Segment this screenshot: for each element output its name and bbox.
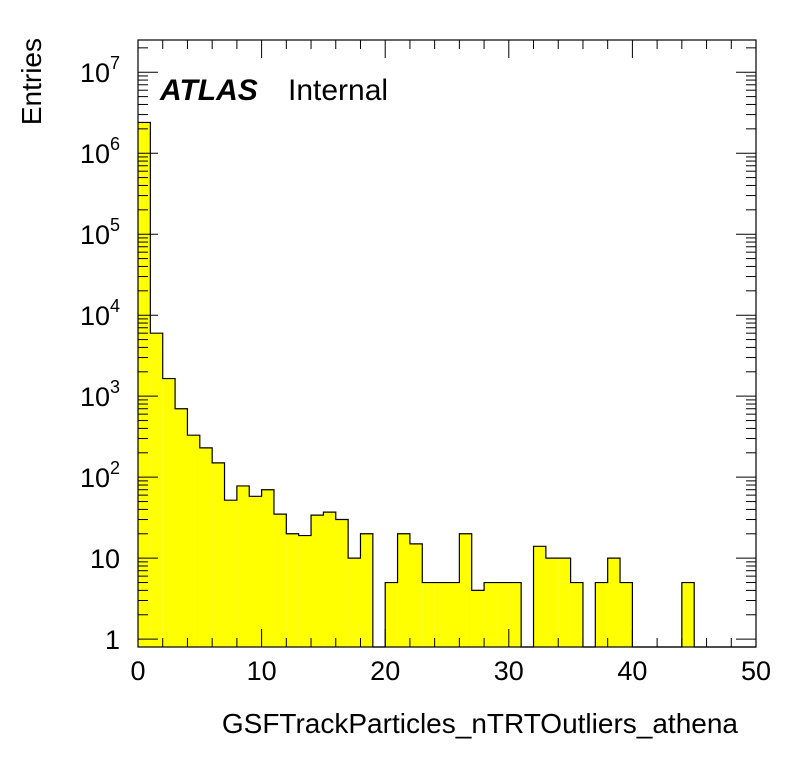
histogram-bar [175, 408, 188, 647]
histogram-bar [360, 533, 373, 647]
x-tick-label: 10 [247, 656, 277, 686]
histogram-bar [138, 122, 151, 647]
y-tick-label: 10 [90, 544, 120, 574]
y-tick-label: 103 [80, 377, 120, 412]
histogram-bar [286, 533, 299, 647]
internal-label: Internal [288, 74, 388, 107]
histogram-bar [434, 582, 447, 647]
histogram-bar [681, 582, 695, 647]
histogram-bar [558, 558, 571, 647]
histogram-bar [422, 582, 435, 647]
histogram-bar [249, 496, 262, 647]
y-tick-label: 106 [80, 134, 120, 169]
histogram-bars [138, 122, 695, 647]
histogram-bar [385, 582, 398, 647]
y-tick-label: 102 [80, 458, 120, 493]
histogram-bar [162, 378, 176, 647]
histogram-bar [471, 590, 485, 647]
histogram-bar [620, 582, 633, 647]
x-axis-ticks [137, 40, 757, 647]
histogram-bar [323, 512, 336, 647]
histogram-bar [199, 447, 213, 647]
histogram-bar [298, 535, 312, 647]
histogram-bar [484, 582, 497, 647]
y-tick-label: 1 [105, 625, 120, 655]
y-axis-tick-labels: 1 10 102 103 104 105 106 107 [80, 53, 120, 655]
x-axis-tick-labels: 0 10 20 30 40 50 [130, 656, 771, 686]
histogram-bar [224, 500, 237, 647]
histogram-bar [447, 582, 460, 647]
histogram-bar [212, 462, 225, 647]
histogram-bar [236, 485, 250, 647]
plot-frame [137, 39, 757, 648]
histogram-bar [496, 582, 509, 647]
y-axis-label: Entries [16, 38, 47, 125]
histogram-bar [595, 582, 608, 647]
y-tick-label: 104 [80, 296, 120, 331]
x-tick-label: 20 [370, 656, 400, 686]
y-tick-label: 107 [80, 53, 120, 88]
histogram-bar [187, 435, 200, 647]
histogram-bar [607, 558, 621, 647]
y-tick-label: 105 [80, 215, 120, 250]
histogram-bar [459, 533, 472, 647]
histogram-bar [545, 558, 559, 647]
x-tick-label: 30 [494, 656, 524, 686]
histogram-outline [138, 121, 756, 648]
histogram-bar [397, 533, 410, 647]
histogram-bar [508, 582, 522, 647]
x-tick-label: 50 [741, 656, 771, 686]
histogram-bar [261, 489, 274, 647]
histogram-bar [335, 519, 349, 647]
histogram-bar [533, 546, 546, 647]
histogram-bar [311, 515, 324, 647]
histogram-bar [570, 582, 583, 647]
histogram-bar [348, 558, 361, 647]
x-tick-label: 40 [617, 656, 647, 686]
x-axis-label: GSFTrackParticles_nTRTOutliers_athena [222, 708, 739, 739]
x-tick-label: 0 [130, 656, 145, 686]
histogram-bar [409, 543, 423, 647]
histogram-bar [150, 333, 163, 647]
atlas-label: ATLAS [159, 74, 258, 107]
histogram-bar [273, 514, 287, 647]
y-axis-ticks [138, 47, 756, 640]
